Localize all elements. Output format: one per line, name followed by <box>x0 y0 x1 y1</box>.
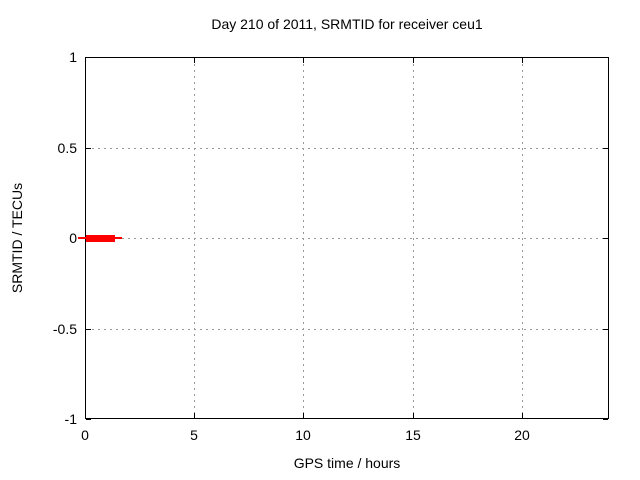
y-tick-mark-mirror <box>603 238 608 239</box>
x-axis-label: GPS time / hours <box>293 455 401 471</box>
x-tick-mark-mirror <box>85 58 86 63</box>
y-tick-label: -1 <box>64 411 77 427</box>
x-tick-label: 15 <box>405 427 421 443</box>
y-tick-label: 1 <box>69 49 77 65</box>
y-tick-mark-mirror <box>603 419 608 420</box>
y-tick-mark-mirror <box>603 329 608 330</box>
y-tick-mark <box>86 57 91 58</box>
x-tick-mark <box>303 413 304 418</box>
x-tick-mark-mirror <box>522 58 523 63</box>
x-tick-label: 0 <box>81 427 89 443</box>
gridline-horizontal-0 <box>86 238 608 239</box>
y-tick-label: 0 <box>69 230 77 246</box>
x-tick-label: 10 <box>295 427 311 443</box>
x-tick-mark <box>413 413 414 418</box>
gridline-horizontal--0.5 <box>86 329 608 330</box>
data-series-thick-line <box>86 235 115 242</box>
x-tick-mark <box>194 413 195 418</box>
y-tick-mark-mirror <box>603 57 608 58</box>
x-tick-mark <box>522 413 523 418</box>
y-tick-mark <box>86 148 91 149</box>
x-tick-label: 5 <box>190 427 198 443</box>
y-tick-mark <box>86 419 91 420</box>
x-tick-mark-mirror <box>413 58 414 63</box>
x-tick-mark-mirror <box>303 58 304 63</box>
x-tick-label: 20 <box>514 427 530 443</box>
gridline-horizontal-0.5 <box>86 148 608 149</box>
y-tick-label: -0.5 <box>52 321 77 337</box>
y-tick-label: 0.5 <box>57 140 77 156</box>
y-tick-mark <box>86 329 91 330</box>
chart-title: Day 210 of 2011, SRMTID for receiver ceu… <box>211 16 483 32</box>
x-tick-mark <box>85 413 86 418</box>
y-tick-mark-mirror <box>603 148 608 149</box>
x-tick-mark-mirror <box>194 58 195 63</box>
